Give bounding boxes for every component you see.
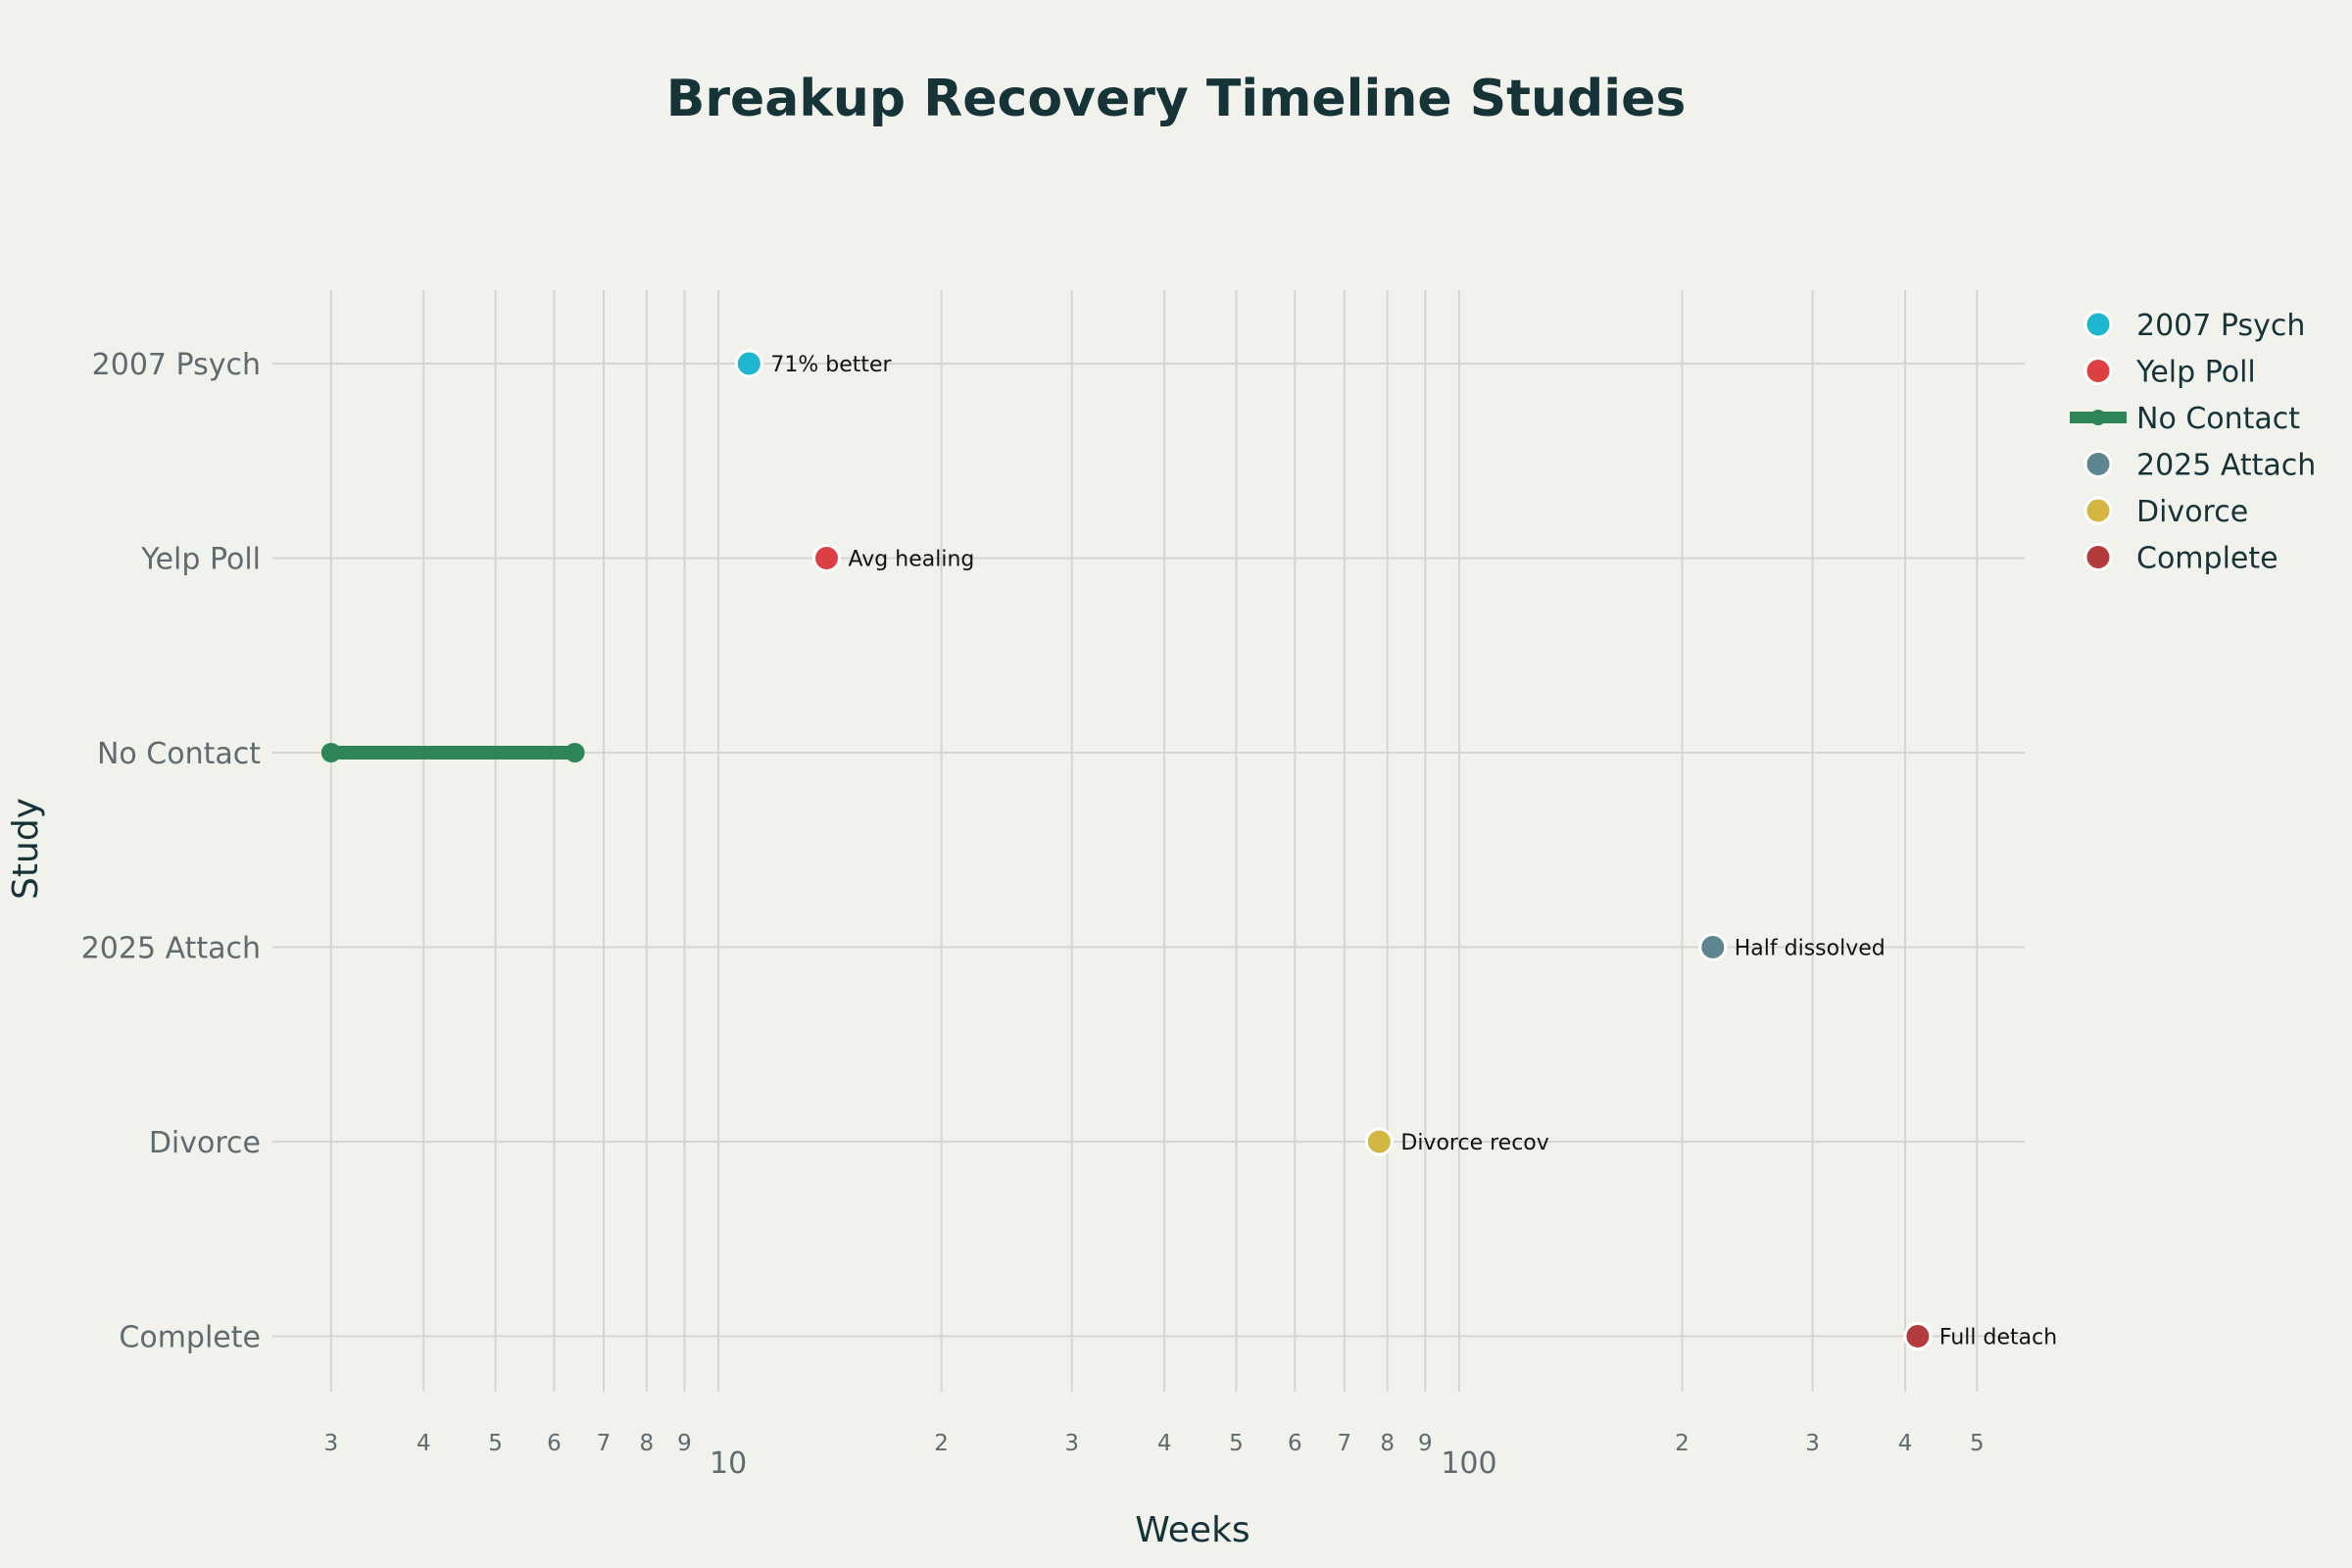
- legend-item[interactable]: 2007 Psych: [2083, 309, 2305, 343]
- legend-label: 2025 Attach: [2136, 449, 2316, 483]
- x-tick-label: 6: [547, 1431, 562, 1456]
- x-tick-label: 3: [324, 1431, 339, 1456]
- y-tick-label: 2007 Psych: [92, 348, 261, 382]
- legend-marker-swatch: [2083, 357, 2113, 385]
- chart-title: Breakup Recovery Timeline Studies: [666, 70, 1687, 128]
- y-tick-labels: 2007 Psych Yelp Poll No Contact 2025 Attach…: [81, 348, 262, 1355]
- legend-item[interactable]: Yelp Poll: [2083, 356, 2256, 390]
- legend-item[interactable]: 2025 Attach: [2083, 449, 2316, 483]
- y-tick-label: 2025 Attach: [81, 932, 261, 966]
- x-tick-label: 8: [1380, 1431, 1395, 1456]
- x-axis-title: Weeks: [1135, 1510, 1250, 1550]
- marks-layer: 71% better Avg healing Half dissolved Divor…: [320, 349, 2057, 1350]
- data-point: [734, 349, 763, 378]
- y-tick-label: Yelp Poll: [140, 543, 261, 577]
- range-start-marker: [320, 743, 341, 762]
- x-tick-label: 4: [1157, 1431, 1172, 1456]
- legend-marker-swatch: [2083, 496, 2113, 525]
- x-tick-label: 4: [416, 1431, 431, 1456]
- legend-item[interactable]: Complete: [2083, 542, 2278, 576]
- x-tick-label: 2: [934, 1431, 949, 1456]
- data-point-label: Half dissolved: [1735, 937, 1886, 961]
- legend-item[interactable]: Divorce: [2083, 495, 2248, 529]
- x-tick-label: 4: [1898, 1431, 1913, 1456]
- legend-label: Divorce: [2136, 495, 2248, 529]
- data-point: [812, 544, 842, 572]
- data-point: [1364, 1127, 1394, 1156]
- x-tick-label: 7: [597, 1431, 612, 1456]
- x-tick-label: 5: [1970, 1431, 1984, 1456]
- data-point-label: Full detach: [1939, 1326, 2057, 1350]
- y-tick-label: Divorce: [149, 1126, 261, 1160]
- x-tick-label: 2: [1675, 1431, 1690, 1456]
- x-tick-label: 6: [1288, 1431, 1302, 1456]
- legend-label: Yelp Poll: [2135, 356, 2256, 390]
- legend[interactable]: 2007 Psych Yelp Poll No Contact 2025 Attach…: [2070, 309, 2316, 576]
- range-end-marker: [564, 743, 585, 762]
- grid-layer: [272, 290, 2025, 1392]
- data-point-label: Divorce recov: [1400, 1131, 1548, 1155]
- data-point-label: Avg healing: [849, 548, 975, 572]
- x-tick-label: 8: [640, 1431, 655, 1456]
- y-tick-label: No Contact: [97, 737, 261, 771]
- data-point: [1698, 933, 1728, 961]
- x-tick-label: 9: [677, 1431, 692, 1456]
- x-tick-label: 9: [1418, 1431, 1433, 1456]
- legend-marker-swatch: [2083, 310, 2113, 339]
- data-point-label: 71% better: [770, 353, 892, 377]
- data-point: [1903, 1322, 1933, 1350]
- x-tick-label: 7: [1338, 1431, 1352, 1456]
- x-tick-label: 5: [1229, 1431, 1244, 1456]
- y-axis-title: Study: [6, 798, 46, 900]
- x-tick-label: 5: [488, 1431, 503, 1456]
- legend-label: Complete: [2136, 542, 2278, 576]
- x-tick-label: 3: [1805, 1431, 1820, 1456]
- legend-label: 2007 Psych: [2136, 309, 2305, 343]
- x-tick-label: 10: [710, 1446, 747, 1481]
- legend-marker-swatch: [2090, 410, 2106, 425]
- legend-marker-swatch: [2083, 543, 2113, 571]
- x-tick-label: 3: [1064, 1431, 1079, 1456]
- legend-item[interactable]: No Contact: [2070, 402, 2300, 436]
- x-tick-label: 100: [1441, 1446, 1496, 1481]
- legend-label: No Contact: [2136, 402, 2300, 436]
- legend-marker-swatch: [2083, 450, 2113, 478]
- x-tick-labels: 3 4 5 6 7 8 9 2 3 4 5 6 7 8 9 2 3 4 510 100: [324, 1431, 1984, 1481]
- y-tick-label: Complete: [119, 1321, 261, 1355]
